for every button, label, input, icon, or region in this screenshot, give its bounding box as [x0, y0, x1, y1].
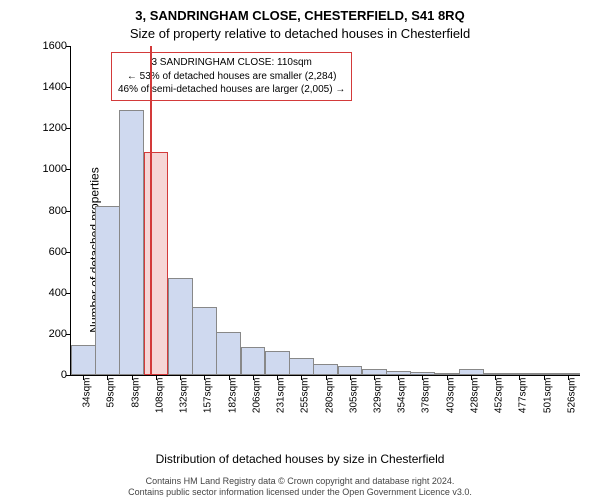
- x-tick-label: 477sqm: [518, 378, 529, 414]
- y-tick-mark: [66, 87, 71, 88]
- x-tick-label: 132sqm: [179, 378, 190, 414]
- annotation-box: 3 SANDRINGHAM CLOSE: 110sqm ← 53% of det…: [111, 52, 352, 101]
- y-tick-mark: [66, 46, 71, 47]
- histogram-bar: [95, 206, 120, 375]
- y-tick-mark: [66, 211, 71, 212]
- x-tick-label: 526sqm: [566, 378, 577, 414]
- histogram-bar: [241, 347, 266, 375]
- x-tick-label: 255sqm: [300, 378, 311, 414]
- x-tick-label: 108sqm: [154, 378, 165, 414]
- y-tick-label: 1400: [27, 81, 67, 93]
- x-tick-label: 59sqm: [106, 378, 117, 408]
- histogram-bar: [265, 351, 290, 375]
- y-tick-label: 600: [27, 246, 67, 258]
- histogram-bar: [192, 307, 217, 375]
- annotation-line3: 46% of semi-detached houses are larger (…: [118, 83, 345, 97]
- chart-title-desc: Size of property relative to detached ho…: [0, 26, 600, 41]
- x-tick-label: 329sqm: [372, 378, 383, 414]
- y-tick-label: 1600: [27, 40, 67, 52]
- histogram-bar: [338, 366, 363, 375]
- histogram-bar: [313, 364, 338, 375]
- chart-title-address: 3, SANDRINGHAM CLOSE, CHESTERFIELD, S41 …: [0, 8, 600, 23]
- x-tick-label: 157sqm: [203, 378, 214, 414]
- x-tick-label: 428sqm: [469, 378, 480, 414]
- x-tick-label: 501sqm: [542, 378, 553, 414]
- x-tick-label: 452sqm: [494, 378, 505, 414]
- x-tick-label: 182sqm: [227, 378, 238, 414]
- y-tick-label: 800: [27, 205, 67, 217]
- y-tick-mark: [66, 252, 71, 253]
- histogram-bar: [168, 278, 193, 375]
- y-tick-label: 200: [27, 328, 67, 340]
- y-tick-label: 1200: [27, 122, 67, 134]
- y-tick-label: 400: [27, 287, 67, 299]
- histogram-bar-highlight: [144, 152, 169, 375]
- footer-attribution: Contains HM Land Registry data © Crown c…: [0, 476, 600, 499]
- histogram-plot: 3 SANDRINGHAM CLOSE: 110sqm ← 53% of det…: [70, 46, 580, 376]
- histogram-bar: [119, 110, 144, 375]
- x-tick-label: 280sqm: [324, 378, 335, 414]
- y-tick-mark: [66, 169, 71, 170]
- y-tick-label: 1000: [27, 163, 67, 175]
- x-tick-label: 34sqm: [82, 378, 93, 408]
- y-tick-mark: [66, 334, 71, 335]
- histogram-bar: [71, 345, 96, 375]
- x-tick-label: 231sqm: [276, 378, 287, 414]
- x-tick-label: 83sqm: [130, 378, 141, 408]
- x-tick-label: 305sqm: [348, 378, 359, 414]
- annotation-line1: 3 SANDRINGHAM CLOSE: 110sqm: [118, 56, 345, 70]
- x-tick-label: 378sqm: [421, 378, 432, 414]
- footer-line2: Contains public sector information licen…: [0, 487, 600, 498]
- reference-line: [150, 46, 152, 375]
- annotation-line2: ← 53% of detached houses are smaller (2,…: [118, 70, 345, 84]
- y-tick-mark: [66, 375, 71, 376]
- y-tick-mark: [66, 293, 71, 294]
- histogram-bar: [216, 332, 241, 375]
- footer-line1: Contains HM Land Registry data © Crown c…: [0, 476, 600, 487]
- y-tick-label: 0: [27, 369, 67, 381]
- x-tick-label: 206sqm: [251, 378, 262, 414]
- x-tick-label: 354sqm: [397, 378, 408, 414]
- x-axis-label: Distribution of detached houses by size …: [0, 452, 600, 466]
- x-tick-label: 403sqm: [445, 378, 456, 414]
- histogram-bar: [289, 358, 314, 375]
- y-tick-mark: [66, 128, 71, 129]
